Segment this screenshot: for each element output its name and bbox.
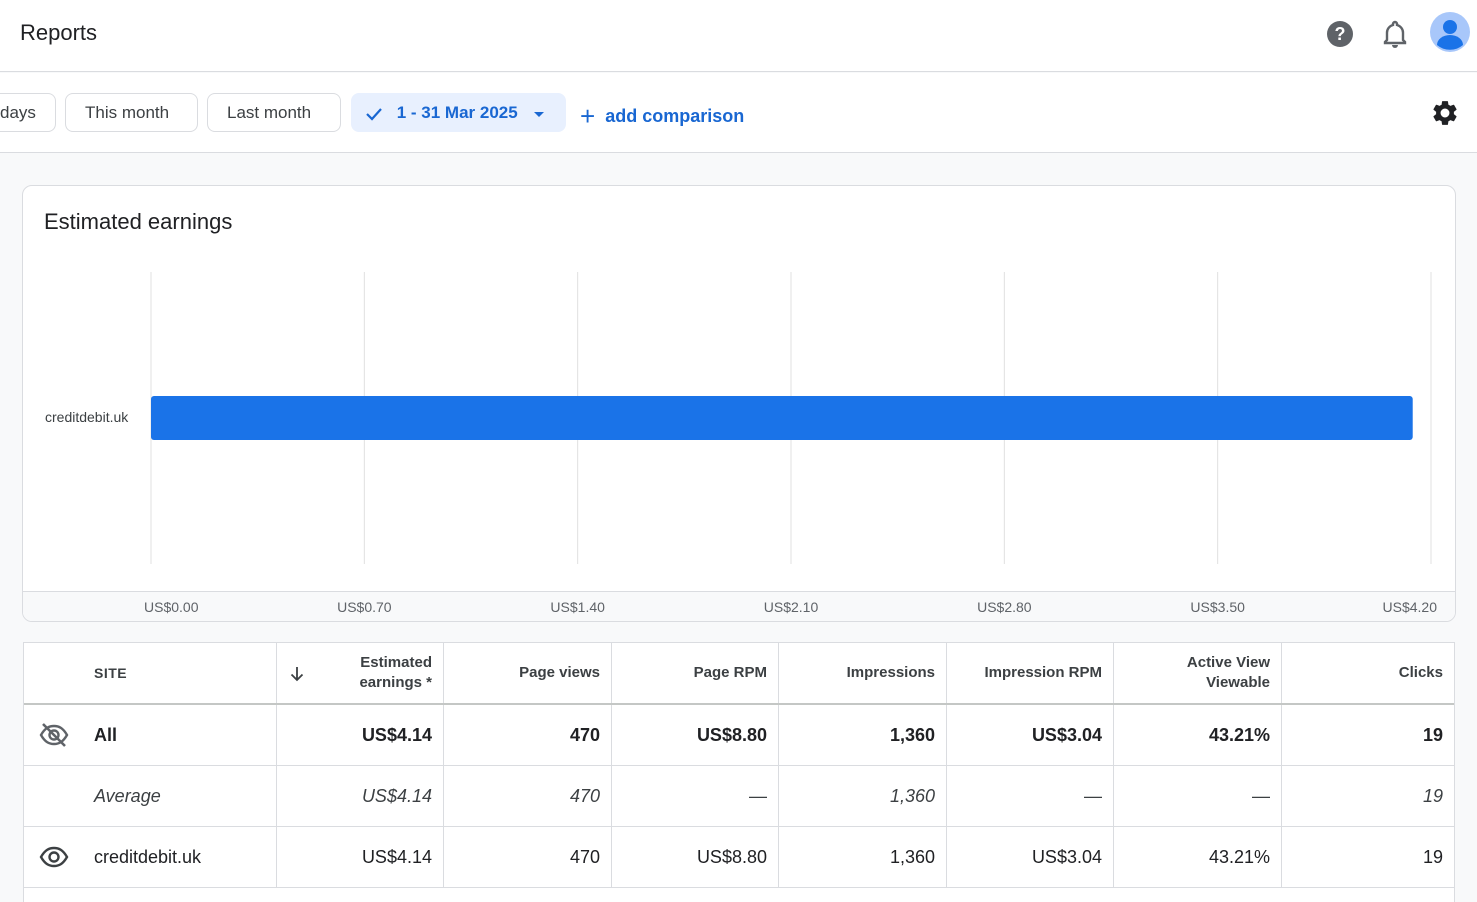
earnings-cell: US$4.14 <box>277 705 444 765</box>
chip-last-month[interactable]: Last month <box>207 93 341 132</box>
page-rpm-cell: US$8.80 <box>612 705 779 765</box>
col-header-page-views[interactable]: Page views <box>444 643 612 703</box>
x-tick-label: US$4.20 <box>1383 599 1438 615</box>
arrow-down-icon[interactable] <box>288 665 306 683</box>
site-cell[interactable]: creditdebit.uk <box>24 827 277 887</box>
table-row-site: creditdebit.uk US$4.14 470 US$8.80 1,360… <box>24 827 1454 888</box>
site-cell: Average <box>24 766 277 826</box>
eye-icon[interactable] <box>38 841 70 873</box>
date-range-label: 1 - 31 Mar 2025 <box>396 103 518 122</box>
impression-rpm-cell: US$3.04 <box>947 705 1114 765</box>
clicks-cell: 19 <box>1422 785 1443 806</box>
chip-last-days[interactable]: days <box>0 93 56 132</box>
active-view-cell: 43.21% <box>1114 827 1282 887</box>
chevron-down-icon <box>534 111 545 117</box>
date-range-chip[interactable]: 1 - 31 Mar 2025 <box>351 93 566 132</box>
eye-off-icon[interactable] <box>38 719 70 751</box>
table-header-row: SITE Estimated earnings * Page views Pag… <box>24 643 1454 705</box>
clicks-cell: 19 <box>1422 846 1443 867</box>
filter-bar: days This month Last month 1 - 31 Mar 20… <box>0 73 1477 153</box>
bar <box>151 396 1413 440</box>
page-title: Reports <box>20 20 98 45</box>
page-views-cell: 470 <box>444 766 612 826</box>
help-icon[interactable]: ? <box>1322 16 1358 52</box>
estimated-earnings-card: Estimated earnings US$0.00 US$0.70 US$1.40… <box>22 185 1456 622</box>
chart-title: Estimated earnings <box>44 209 233 234</box>
top-app-bar: Reports ? <box>0 0 1477 72</box>
x-tick-label: US$1.40 <box>550 599 605 615</box>
impressions-cell: 1,360 <box>779 827 947 887</box>
col-header-impression-rpm[interactable]: Impression RPM <box>947 643 1114 703</box>
col-header-estimated-earnings[interactable]: Estimated earnings * <box>277 643 444 703</box>
col-header-active-view-viewable[interactable]: Active View Viewable <box>1114 643 1282 703</box>
x-tick-label: US$0.70 <box>337 599 392 615</box>
active-view-cell: — <box>1114 766 1282 826</box>
clicks-cell: 19 <box>1422 724 1443 745</box>
x-tick-label: US$2.80 <box>977 599 1032 615</box>
table-row-all: All US$4.14 470 US$8.80 1,360 US$3.04 43… <box>24 705 1454 766</box>
page-rpm-cell: US$8.80 <box>612 827 779 887</box>
x-tick-label: US$0.00 <box>144 599 199 615</box>
col-header-page-rpm[interactable]: Page RPM <box>612 643 779 703</box>
add-comparison-label: add comparison <box>605 106 745 126</box>
category-label: creditdebit.uk <box>45 409 129 425</box>
page-rpm-cell: — <box>612 766 779 826</box>
page-views-cell: 470 <box>444 827 612 887</box>
report-table: SITE Estimated earnings * Page views Pag… <box>23 642 1455 902</box>
earnings-cell: US$4.14 <box>277 766 444 826</box>
check-icon <box>366 107 382 121</box>
bell-icon[interactable] <box>1377 16 1413 52</box>
impression-rpm-cell: — <box>947 766 1114 826</box>
col-header-site[interactable]: SITE <box>24 643 277 703</box>
earnings-bar-chart: US$0.00 US$0.70 US$1.40 US$2.10 US$2.80 US$3.… <box>45 272 1438 615</box>
col-header-impressions[interactable]: Impressions <box>779 643 947 703</box>
chip-this-month[interactable]: This month <box>65 93 198 132</box>
x-tick-label: US$3.50 <box>1190 599 1245 615</box>
col-header-clicks[interactable]: Clicks <box>1398 664 1443 681</box>
impressions-cell: 1,360 <box>779 766 947 826</box>
avatar[interactable] <box>1430 12 1470 52</box>
gear-icon[interactable] <box>1428 96 1462 130</box>
svg-text:?: ? <box>1335 24 1346 44</box>
table-row-average: Average US$4.14 470 — 1,360 — — 19 <box>24 766 1454 827</box>
active-view-cell: 43.21% <box>1114 705 1282 765</box>
x-axis-strip <box>23 591 1455 621</box>
impressions-cell: 1,360 <box>779 705 947 765</box>
page-views-cell: 470 <box>444 705 612 765</box>
earnings-cell: US$4.14 <box>277 827 444 887</box>
plus-icon: + <box>580 101 596 131</box>
x-tick-label: US$2.10 <box>764 599 819 615</box>
impression-rpm-cell: US$3.04 <box>947 827 1114 887</box>
site-cell: All <box>24 705 277 765</box>
add-comparison-button[interactable]: + add comparison <box>580 101 745 131</box>
